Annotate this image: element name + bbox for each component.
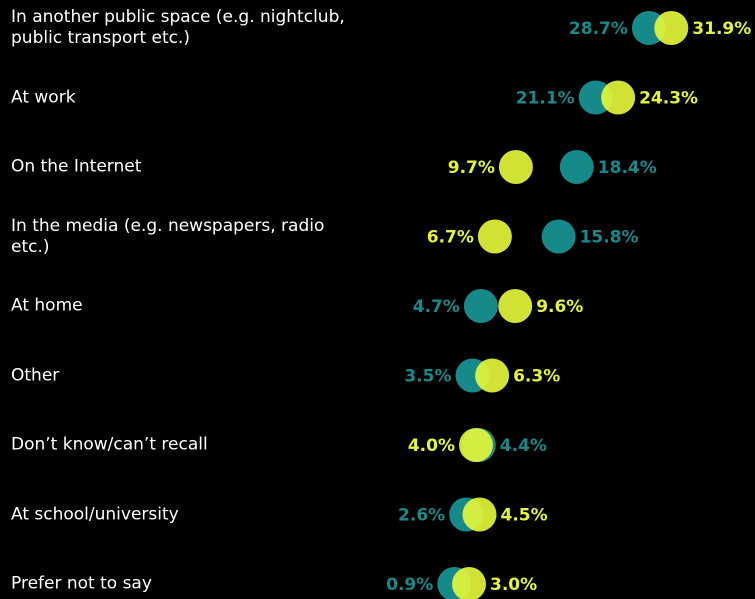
dot	[463, 289, 498, 323]
value-label: 21.1%	[516, 89, 575, 109]
value-label: 4.5%	[501, 506, 548, 526]
value-label: 9.7%	[448, 158, 495, 178]
category-label: At home	[11, 295, 83, 316]
category-label: Prefer not to say	[11, 573, 152, 594]
category-label: Don’t know/can’t recall	[11, 434, 208, 455]
value-label: 4.7%	[413, 297, 460, 317]
category-label: At school/university	[11, 504, 179, 524]
value-label: 0.9%	[386, 575, 433, 595]
value-label: 4.4%	[500, 436, 547, 456]
value-label: 24.3%	[639, 89, 698, 109]
value-label: 6.3%	[513, 367, 560, 387]
value-label: 3.5%	[404, 367, 451, 387]
value-label: 9.6%	[536, 297, 583, 317]
dot	[498, 289, 533, 323]
value-label: 2.6%	[398, 506, 445, 526]
value-label: 4.0%	[408, 436, 455, 456]
dot	[475, 358, 510, 393]
dot	[452, 567, 486, 599]
value-label: 31.9%	[692, 19, 751, 39]
value-label: 6.7%	[427, 228, 474, 248]
category-label: At work	[11, 87, 76, 107]
value-label: 28.7%	[569, 19, 628, 39]
category-label: In another public space (e.g. nightclub,…	[11, 7, 345, 48]
dot	[601, 80, 636, 115]
dot	[541, 219, 576, 254]
value-label: 15.8%	[580, 228, 639, 248]
category-label: In the media (e.g. newspapers, radio etc…	[11, 215, 325, 257]
value-label: 3.0%	[490, 575, 537, 595]
category-label: On the Internet	[11, 156, 142, 177]
dot	[477, 219, 512, 254]
dot	[462, 497, 497, 532]
dot	[559, 150, 594, 184]
dot	[498, 150, 533, 184]
dot	[459, 428, 493, 462]
category-label: Other	[11, 365, 60, 385]
value-label: 18.4%	[598, 158, 657, 178]
dot	[654, 11, 689, 45]
